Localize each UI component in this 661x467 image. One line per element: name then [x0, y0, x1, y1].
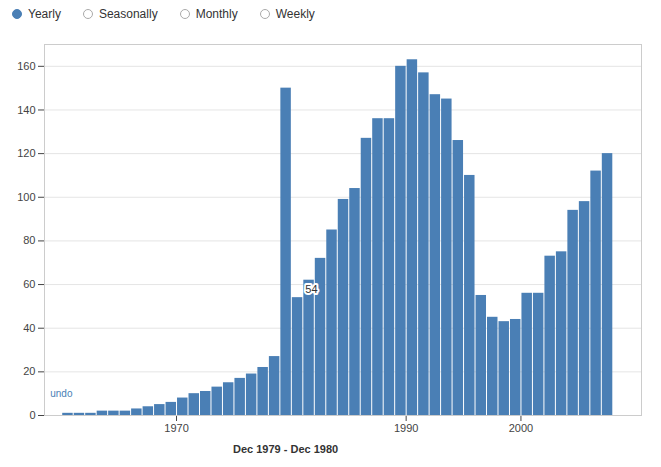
html-text:Seasonally: Seasonally	[98, 7, 158, 21]
svg-text:2000: 2000	[509, 422, 533, 434]
svg-text:40: 40	[23, 322, 35, 334]
html-text:Weekly: Weekly	[275, 7, 315, 21]
svg-text:0: 0	[29, 409, 35, 421]
svg-text:100: 100	[17, 191, 35, 203]
svg-text:20: 20	[23, 365, 35, 377]
svg-text:120: 120	[17, 147, 35, 159]
svg-text:Dec 1979 - Dec 1980: Dec 1979 - Dec 1980	[233, 443, 338, 455]
svg-text:54: 54	[305, 283, 317, 295]
html-text:Yearly: Yearly	[28, 7, 61, 21]
svg-text:1970: 1970	[164, 422, 188, 434]
svg-text:160: 160	[17, 60, 35, 72]
svg-text:140: 140	[17, 103, 35, 115]
html-text:Monthly: Monthly	[195, 7, 238, 21]
svg-text:80: 80	[23, 234, 35, 246]
svg-text:60: 60	[23, 278, 35, 290]
svg-text:undo: undo	[50, 388, 73, 399]
svg-text:1990: 1990	[394, 422, 418, 434]
